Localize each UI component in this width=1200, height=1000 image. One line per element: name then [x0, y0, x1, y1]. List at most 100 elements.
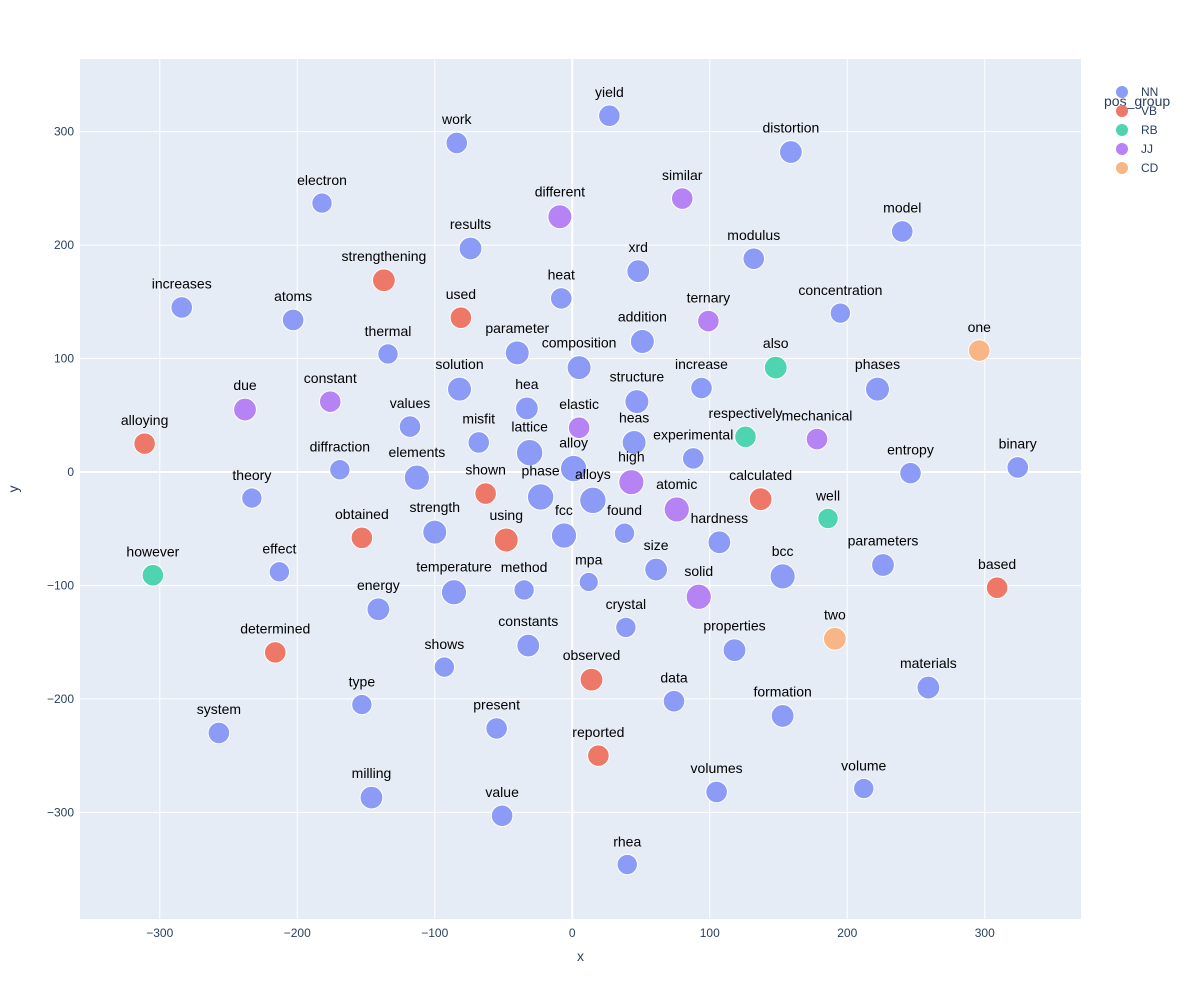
data-point-volume[interactable]	[853, 777, 875, 800]
data-point-xrd[interactable]	[626, 259, 651, 284]
data-point-different[interactable]	[547, 204, 573, 230]
data-point-materials[interactable]	[916, 675, 941, 700]
data-point-atomic[interactable]	[663, 496, 690, 523]
data-point-hardness[interactable]	[707, 530, 732, 555]
data-point-phase[interactable]	[526, 483, 555, 511]
data-point-two[interactable]	[822, 626, 847, 651]
data-point-thermal[interactable]	[377, 343, 399, 365]
data-point-strengthening[interactable]	[371, 268, 396, 293]
data-point-work[interactable]	[445, 131, 469, 155]
data-point-atoms[interactable]	[281, 308, 305, 332]
data-point-based[interactable]	[985, 576, 1009, 600]
data-point-heas[interactable]	[621, 429, 647, 455]
data-point-bcc[interactable]	[769, 563, 796, 590]
data-point-model[interactable]	[890, 220, 914, 243]
legend[interactable]: pos_group NN VB RB JJ CD	[1104, 85, 1170, 175]
data-point-modulus[interactable]	[742, 247, 766, 270]
data-point-fcc[interactable]	[550, 522, 578, 549]
data-point-effect[interactable]	[268, 561, 291, 583]
data-point-however[interactable]	[141, 563, 165, 587]
legend-items[interactable]: NN VB RB JJ CD	[1116, 85, 1159, 175]
legend-label: NN	[1141, 85, 1158, 99]
data-point-distortion[interactable]	[778, 140, 803, 164]
data-point-results[interactable]	[458, 236, 483, 261]
data-point-found[interactable]	[613, 522, 636, 544]
data-point-formation[interactable]	[770, 704, 795, 728]
data-point-method[interactable]	[513, 579, 535, 601]
data-point-data[interactable]	[662, 689, 686, 713]
data-point-increases[interactable]	[170, 296, 194, 319]
data-point-determined[interactable]	[263, 641, 287, 664]
data-point-composition[interactable]	[566, 355, 592, 381]
data-point-theory[interactable]	[241, 487, 263, 509]
data-point-entropy[interactable]	[899, 461, 922, 485]
data-point-respectively[interactable]	[734, 425, 757, 449]
data-point-well[interactable]	[817, 507, 839, 530]
data-point-parameters[interactable]	[871, 553, 895, 577]
data-point-crystal[interactable]	[615, 616, 637, 639]
data-point-also[interactable]	[763, 355, 788, 380]
data-point-using[interactable]	[493, 527, 519, 553]
data-point-mechanical[interactable]	[805, 427, 829, 451]
data-point-phases[interactable]	[865, 376, 890, 402]
data-point-strength[interactable]	[422, 519, 448, 545]
data-point-value[interactable]	[490, 804, 514, 828]
data-point-electron[interactable]	[311, 192, 333, 214]
data-point-shows[interactable]	[433, 656, 456, 678]
point-label-observed: observed	[563, 647, 621, 663]
data-point-used[interactable]	[449, 306, 473, 329]
data-point-hea[interactable]	[514, 396, 539, 421]
data-point-yield[interactable]	[598, 104, 621, 128]
legend-marker	[1116, 162, 1128, 174]
data-point-system[interactable]	[207, 721, 231, 745]
data-point-solution[interactable]	[447, 376, 472, 402]
legend-item-VB[interactable]: VB	[1116, 104, 1157, 118]
data-point-rhea[interactable]	[616, 853, 638, 876]
data-point-ternary[interactable]	[697, 309, 720, 333]
data-point-addition[interactable]	[629, 329, 655, 355]
y-axis-title: y	[5, 486, 21, 493]
data-point-due[interactable]	[233, 397, 257, 422]
data-point-similar[interactable]	[670, 187, 694, 210]
data-point-alloying[interactable]	[133, 432, 156, 455]
data-point-temperature[interactable]	[440, 579, 468, 606]
data-point-calculated[interactable]	[748, 487, 773, 512]
data-point-present[interactable]	[485, 717, 508, 740]
data-point-increase[interactable]	[690, 376, 713, 400]
data-point-constants[interactable]	[516, 633, 541, 658]
data-point-experimental[interactable]	[681, 447, 705, 470]
data-point-elements[interactable]	[403, 464, 430, 491]
data-point-values[interactable]	[398, 415, 422, 438]
data-point-one[interactable]	[967, 339, 991, 362]
data-point-obtained[interactable]	[350, 526, 374, 550]
data-point-shown[interactable]	[474, 482, 497, 505]
legend-item-RB[interactable]: RB	[1116, 123, 1158, 137]
legend-item-JJ[interactable]: JJ	[1116, 142, 1153, 156]
data-point-misfit[interactable]	[467, 431, 491, 454]
data-point-elastic[interactable]	[567, 416, 591, 440]
data-point-alloy[interactable]	[559, 454, 588, 483]
legend-item-CD[interactable]: CD	[1116, 161, 1159, 175]
data-point-high[interactable]	[618, 469, 645, 496]
data-point-diffraction[interactable]	[329, 459, 351, 481]
data-point-properties[interactable]	[722, 638, 747, 663]
data-point-parameter[interactable]	[504, 340, 530, 366]
data-point-type[interactable]	[351, 693, 373, 716]
data-point-energy[interactable]	[366, 597, 391, 622]
data-point-heat[interactable]	[549, 287, 573, 310]
data-point-constant[interactable]	[318, 390, 342, 413]
data-point-mpa[interactable]	[578, 571, 599, 593]
data-point-observed[interactable]	[579, 667, 604, 692]
data-point-binary[interactable]	[1006, 456, 1030, 479]
data-point-lattice[interactable]	[515, 438, 544, 467]
point-label-two: two	[824, 606, 846, 622]
data-point-structure[interactable]	[624, 389, 650, 415]
legend-item-NN[interactable]: NN	[1116, 85, 1158, 99]
data-point-reported[interactable]	[587, 744, 610, 767]
data-point-concentration[interactable]	[829, 302, 852, 324]
data-point-volumes[interactable]	[705, 780, 728, 804]
data-point-size[interactable]	[644, 557, 669, 582]
data-point-alloys[interactable]	[579, 486, 607, 515]
data-point-milling[interactable]	[359, 785, 384, 810]
data-point-solid[interactable]	[685, 583, 712, 610]
